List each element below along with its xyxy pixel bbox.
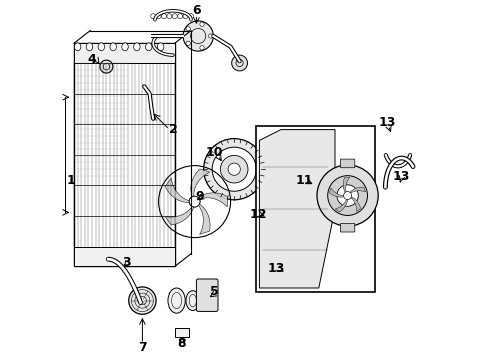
Polygon shape <box>198 193 227 207</box>
Circle shape <box>328 176 368 215</box>
Bar <box>256 126 374 292</box>
Text: 1: 1 <box>67 174 75 186</box>
Bar <box>175 328 189 337</box>
Circle shape <box>343 192 352 199</box>
Circle shape <box>204 139 265 200</box>
Circle shape <box>186 27 190 31</box>
Text: 11: 11 <box>295 174 313 186</box>
Circle shape <box>189 196 200 207</box>
Circle shape <box>212 147 256 191</box>
Circle shape <box>200 46 204 50</box>
Circle shape <box>100 60 113 73</box>
Text: 12: 12 <box>250 208 268 221</box>
Polygon shape <box>191 169 210 197</box>
Text: 5: 5 <box>210 285 219 298</box>
Polygon shape <box>165 178 189 202</box>
Circle shape <box>232 55 247 71</box>
Ellipse shape <box>86 43 93 51</box>
Circle shape <box>220 156 248 183</box>
Polygon shape <box>198 204 210 234</box>
FancyBboxPatch shape <box>196 279 218 311</box>
Polygon shape <box>351 197 361 212</box>
Text: 7: 7 <box>138 341 147 354</box>
Circle shape <box>317 165 378 226</box>
Ellipse shape <box>157 43 164 51</box>
Polygon shape <box>350 187 366 193</box>
FancyBboxPatch shape <box>341 223 355 232</box>
Ellipse shape <box>110 43 117 51</box>
Ellipse shape <box>98 43 104 51</box>
Text: 2: 2 <box>169 123 177 136</box>
Ellipse shape <box>186 291 199 310</box>
Ellipse shape <box>122 43 128 51</box>
Ellipse shape <box>134 43 140 51</box>
Circle shape <box>344 192 351 199</box>
Text: 9: 9 <box>196 190 204 203</box>
Circle shape <box>208 34 213 38</box>
Text: 13: 13 <box>268 262 285 275</box>
Text: 4: 4 <box>88 53 97 66</box>
Circle shape <box>183 21 213 51</box>
Ellipse shape <box>168 288 185 313</box>
FancyBboxPatch shape <box>341 159 355 168</box>
Circle shape <box>129 287 156 314</box>
Text: 13: 13 <box>393 170 410 183</box>
Polygon shape <box>165 206 194 225</box>
Circle shape <box>337 185 358 206</box>
Text: 13: 13 <box>378 116 396 129</box>
Polygon shape <box>343 177 350 192</box>
Polygon shape <box>259 130 335 288</box>
Text: 3: 3 <box>122 256 130 269</box>
Text: 6: 6 <box>192 4 201 17</box>
Polygon shape <box>329 188 344 197</box>
Circle shape <box>186 41 190 45</box>
Text: 8: 8 <box>178 337 186 350</box>
Bar <box>74 247 175 266</box>
Ellipse shape <box>74 43 81 51</box>
Circle shape <box>228 163 240 175</box>
Circle shape <box>200 22 204 26</box>
Ellipse shape <box>146 43 152 51</box>
Text: 10: 10 <box>206 147 223 159</box>
Polygon shape <box>335 199 348 212</box>
Bar <box>74 43 175 266</box>
Bar <box>74 43 175 63</box>
